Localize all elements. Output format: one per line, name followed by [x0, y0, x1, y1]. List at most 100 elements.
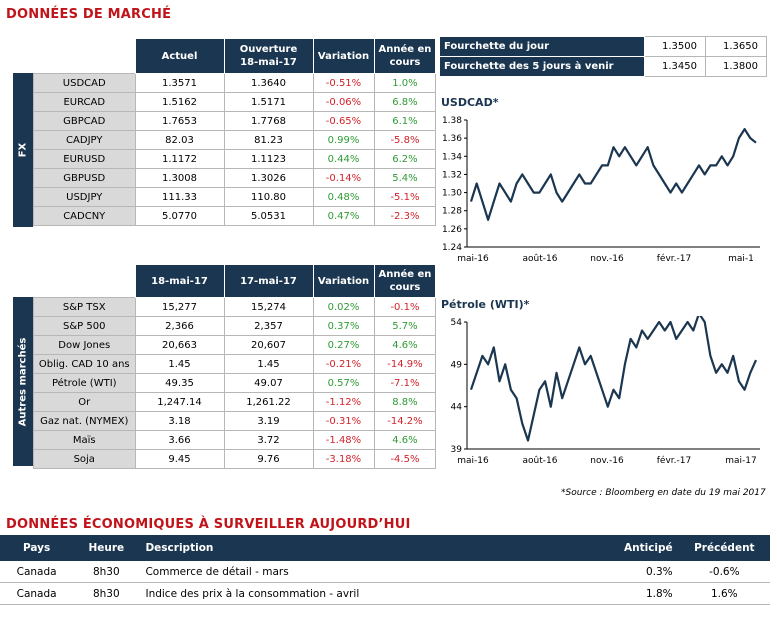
other-row: Pétrole (WTI) 49.35 49.07 0.57% -7.1%: [33, 373, 437, 393]
other-side-label: Autres marchés: [13, 297, 33, 466]
range-low-day: 1.3500: [644, 36, 706, 57]
wti-chart: 39 44 49 54 mai-16 août-16 nov.-16 févr.-17 mai-…: [451, 316, 760, 466]
other-row-label: S&P 500: [33, 316, 136, 336]
other-row-variation: -0.31%: [312, 411, 375, 431]
fx-row-variation: 0.47%: [312, 206, 375, 226]
fx-row-value1: 1.3571: [134, 73, 225, 93]
econ-cell-anticipe: 0.3%: [587, 561, 679, 583]
other-row-label: Soja: [33, 449, 136, 469]
other-row-label: Oblig. CAD 10 ans: [33, 354, 136, 374]
other-row-ytd: -0.1%: [373, 297, 437, 317]
other-row-variation: 0.37%: [312, 316, 375, 336]
econ-row: Canada 8h30 Indice des prix à la consommat…: [0, 582, 770, 605]
econ-header-anticipe: Anticipé: [587, 535, 679, 561]
usdcad-y-tick-label: 1.24: [442, 243, 462, 253]
other-row: S&P TSX 15,277 15,274 0.02% -0.1%: [33, 297, 437, 317]
econ-table: Pays Heure Description Anticipé Précéden…: [0, 535, 770, 605]
range-label-5days: Fourchette des 5 jours à venir: [439, 56, 645, 77]
fx-row-variation: 0.48%: [312, 187, 375, 207]
other-row-value1: 3.18: [134, 411, 225, 431]
other-row-variation: -1.12%: [312, 392, 375, 412]
usdcad-x-tick-label: mai-16: [457, 254, 489, 264]
econ-cell-description: Indice des prix à la consommation - avri…: [139, 582, 588, 605]
wti-x-tick-label: août-16: [523, 456, 558, 466]
other-markets-table: 18-mai-17 17-mai-17 Variation Année en c…: [33, 264, 437, 469]
other-header-annee: Année en cours: [373, 264, 437, 298]
wti-y-tick-label: 49: [451, 360, 463, 370]
usdcad-y-tick-label: 1.34: [442, 152, 462, 162]
other-row-ytd: -14.2%: [373, 411, 437, 431]
fx-row: EURUSD 1.1172 1.1123 0.44% 6.2%: [33, 149, 437, 169]
other-row-label: S&P TSX: [33, 297, 136, 317]
econ-header-precedent: Précédent: [678, 535, 770, 561]
other-row-value1: 15,277: [134, 297, 225, 317]
range-high-5days: 1.3800: [705, 56, 767, 77]
range-low-5days: 1.3450: [644, 56, 706, 77]
other-row: Or 1,247.14 1,261.22 -1.12% 8.8%: [33, 392, 437, 412]
fx-row-label: CADJPY: [33, 130, 136, 150]
other-row-ytd: 5.7%: [373, 316, 437, 336]
wti-x-tick-label: mai-16: [457, 456, 489, 466]
fx-row-label: USDJPY: [33, 187, 136, 207]
range-high-day: 1.3650: [705, 36, 767, 57]
other-row-value2: 2,357: [223, 316, 314, 336]
other-row-ytd: -7.1%: [373, 373, 437, 393]
econ-cell-pays: Canada: [0, 582, 74, 605]
wti-y-tick-label: 39: [451, 445, 463, 455]
other-row-variation: 0.57%: [312, 373, 375, 393]
other-row: Dow Jones 20,663 20,607 0.27% 4.6%: [33, 335, 437, 355]
other-row-value1: 2,366: [134, 316, 225, 336]
fx-row-value1: 111.33: [134, 187, 225, 207]
fx-row-variation: -0.14%: [312, 168, 375, 188]
fx-row-value1: 5.0770: [134, 206, 225, 226]
wti-chart-title: Pétrole (WTI)*: [441, 298, 530, 311]
other-row-value2: 3.19: [223, 411, 314, 431]
other-row-ytd: -14.9%: [373, 354, 437, 374]
econ-cell-anticipe: 1.8%: [587, 582, 679, 605]
other-row-label: Gaz nat. (NYMEX): [33, 411, 136, 431]
fx-row-label: GBPUSD: [33, 168, 136, 188]
usdcad-y-tick-label: 1.36: [442, 134, 462, 144]
econ-cell-pays: Canada: [0, 561, 74, 583]
fx-row-variation: -0.51%: [312, 73, 375, 93]
fx-row-value2: 81.23: [223, 130, 314, 150]
other-row-variation: -1.48%: [312, 430, 375, 450]
other-row-label: Dow Jones: [33, 335, 136, 355]
fx-header-variation: Variation: [312, 38, 375, 74]
usdcad-x-tick-label: mai-1: [728, 254, 754, 264]
market-data-title: DONNÉES DE MARCHÉ: [6, 7, 172, 22]
fx-row-value2: 1.1123: [223, 149, 314, 169]
usdcad-range-table: Fourchette du jour 1.3500 1.3650 Fourche…: [439, 36, 767, 77]
range-row-5days: Fourchette des 5 jours à venir 1.3450 1.…: [439, 56, 767, 77]
usdcad-chart-title: USDCAD*: [441, 96, 499, 109]
usdcad-y-tick-label: 1.38: [442, 116, 462, 126]
fx-row-label: EURCAD: [33, 92, 136, 112]
fx-row: USDJPY 111.33 110.80 0.48% -5.1%: [33, 187, 437, 207]
other-row: Gaz nat. (NYMEX) 3.18 3.19 -0.31% -14.2%: [33, 411, 437, 431]
fx-row: CADCNY 5.0770 5.0531 0.47% -2.3%: [33, 206, 437, 226]
econ-header-description: Description: [139, 535, 588, 561]
other-row-variation: 0.27%: [312, 335, 375, 355]
other-row-value1: 3.66: [134, 430, 225, 450]
wti-x-tick-label: févr.-17: [657, 455, 691, 466]
econ-header-pays: Pays: [0, 535, 74, 561]
econ-data-title: DONNÉES ÉCONOMIQUES À SURVEILLER AUJOURD…: [6, 517, 411, 532]
wti-y-tick-label: 54: [451, 318, 463, 328]
other-row-value1: 20,663: [134, 335, 225, 355]
range-label-day: Fourchette du jour: [439, 36, 645, 57]
other-row: Maïs 3.66 3.72 -1.48% 4.6%: [33, 430, 437, 450]
fx-row-ytd: 5.4%: [373, 168, 437, 188]
other-row-value2: 49.07: [223, 373, 314, 393]
other-row-label: Or: [33, 392, 136, 412]
other-row-label: Pétrole (WTI): [33, 373, 136, 393]
fx-row-variation: 0.99%: [312, 130, 375, 150]
fx-side-label: FX: [13, 73, 33, 227]
fx-row-ytd: 1.0%: [373, 73, 437, 93]
usdcad-y-tick-label: 1.26: [442, 225, 462, 235]
econ-cell-precedent: -0.6%: [678, 561, 770, 583]
fx-row: GBPUSD 1.3008 1.3026 -0.14% 5.4%: [33, 168, 437, 188]
other-row-value2: 9.76: [223, 449, 314, 469]
other-row-value2: 3.72: [223, 430, 314, 450]
usdcad-x-tick-label: nov.-16: [590, 254, 624, 264]
fx-row-value1: 82.03: [134, 130, 225, 150]
